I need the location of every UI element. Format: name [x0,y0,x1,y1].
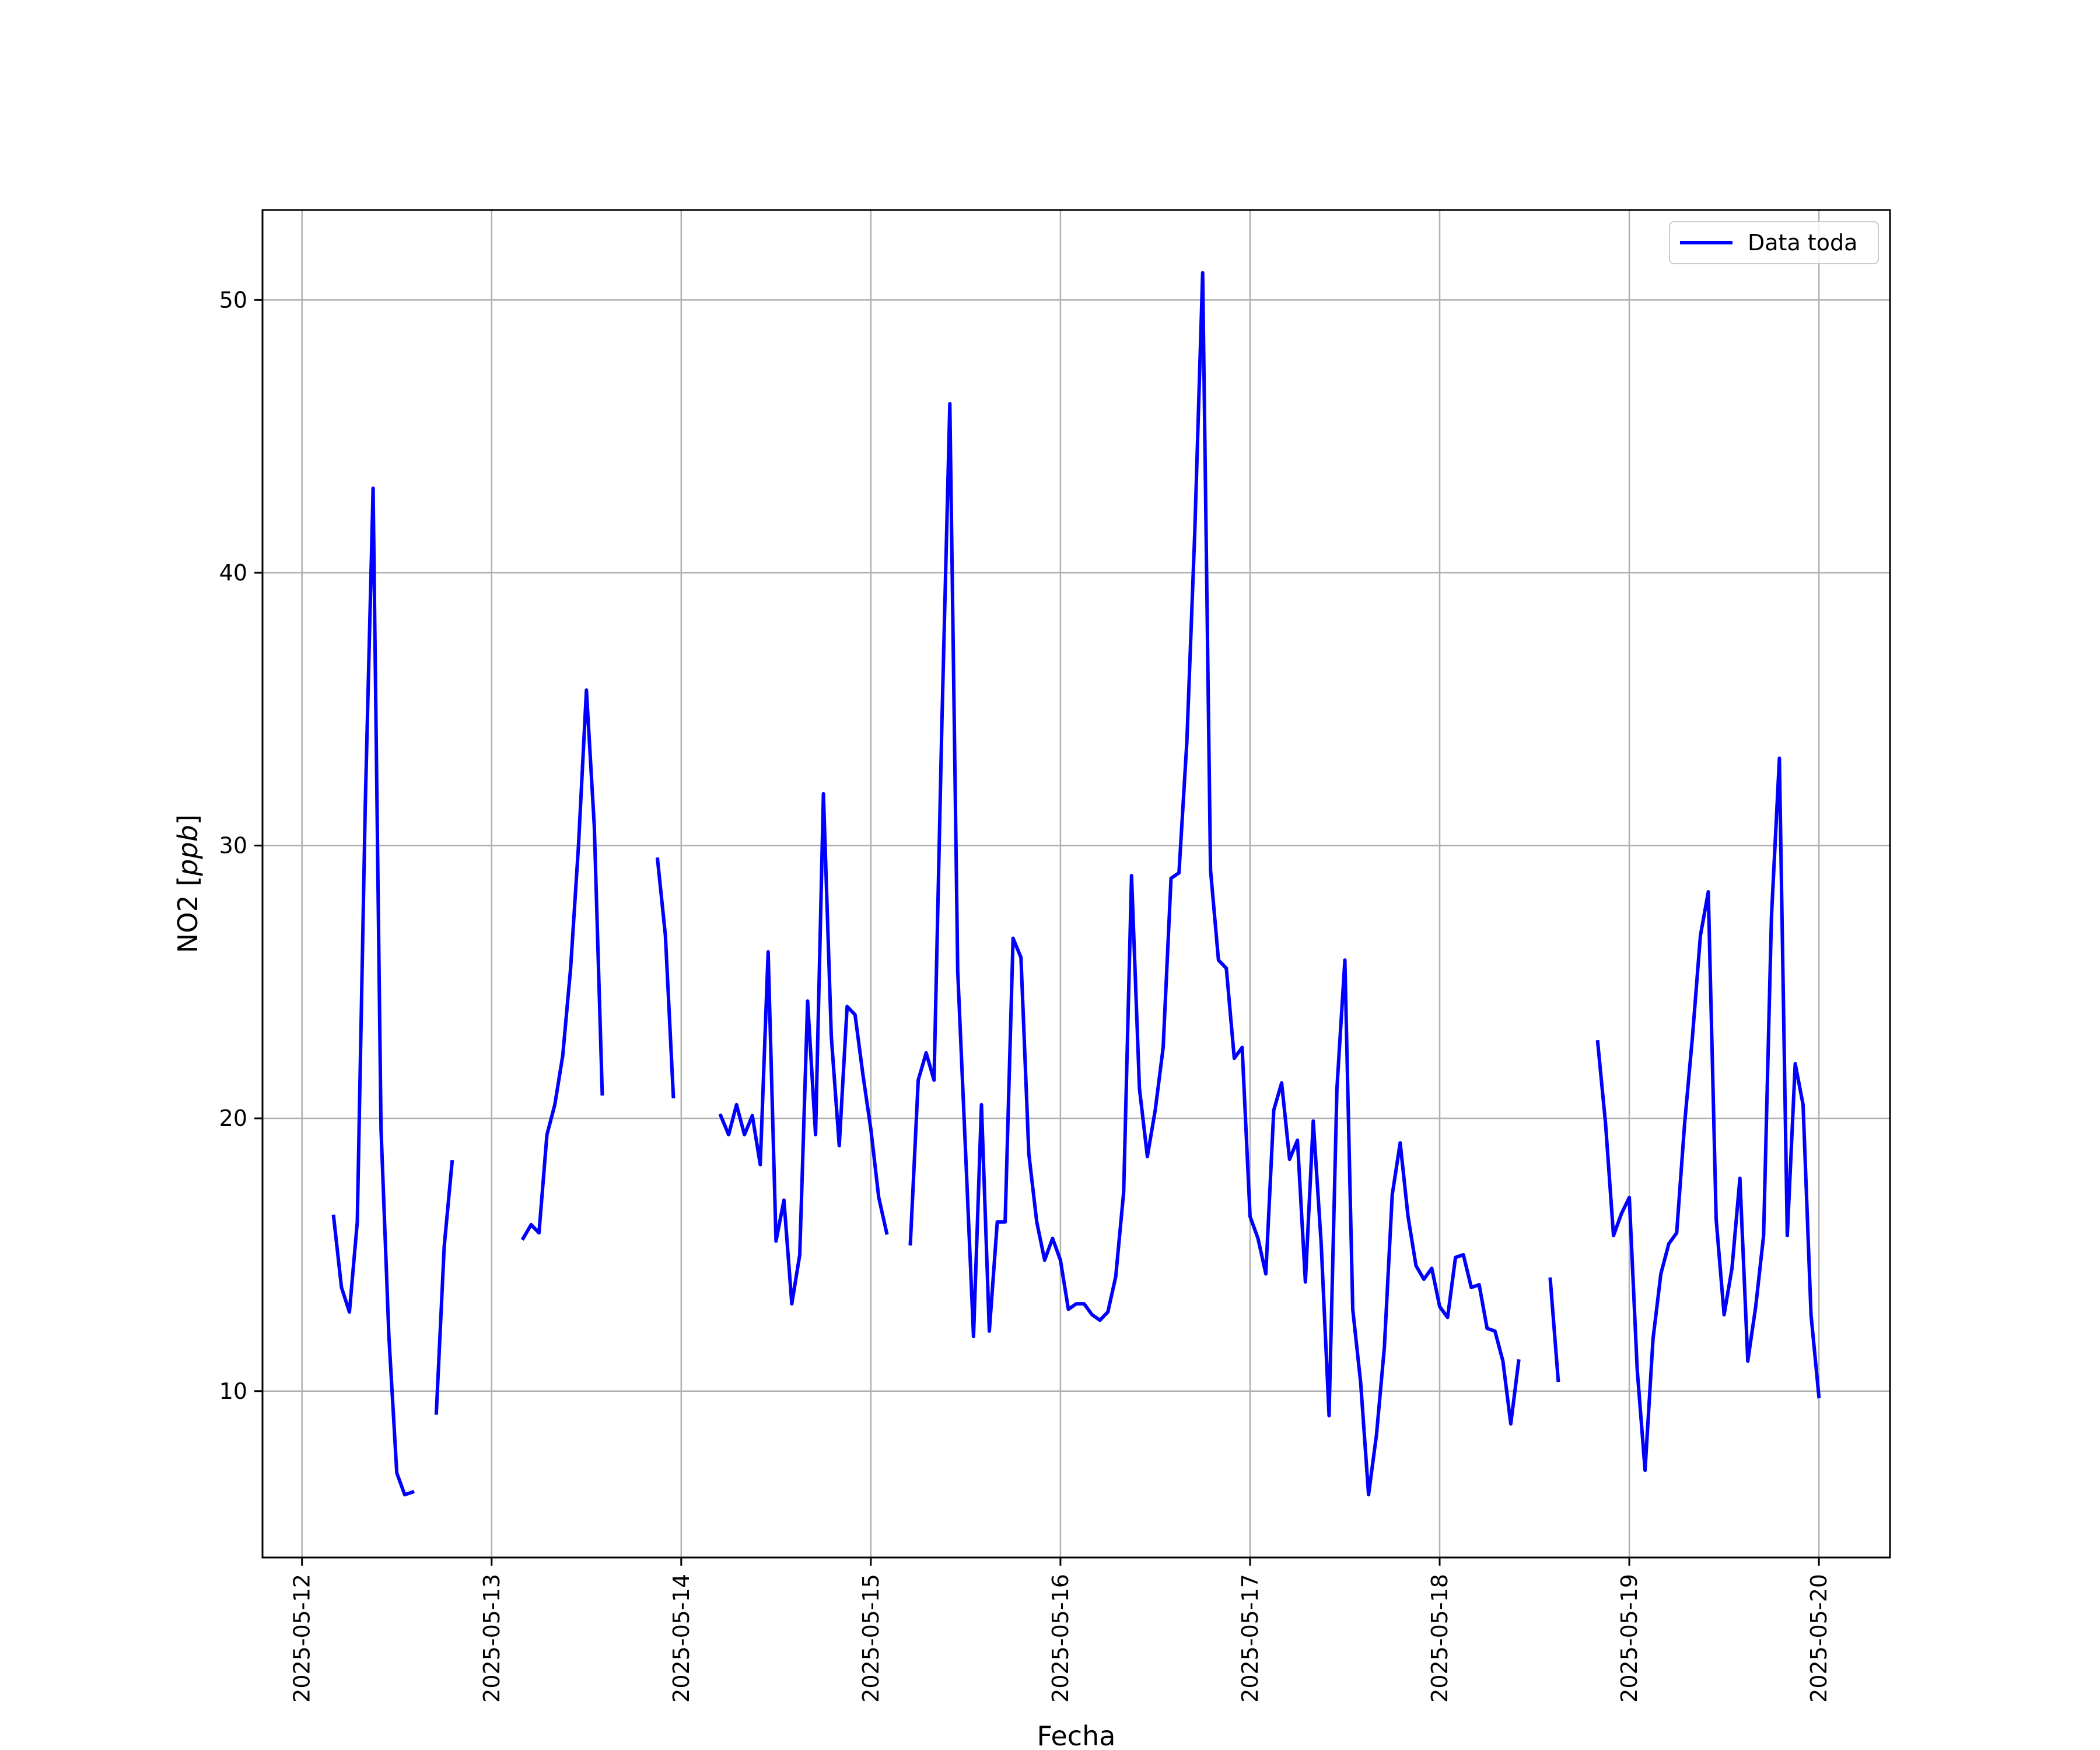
series-line-segment [908,271,1521,1497]
y-axis-label-name: NO2 [ [172,876,204,953]
x-tick-label: 2025-05-13 [479,1574,505,1703]
legend-box [1669,221,1879,264]
x-tick-label: 2025-05-17 [1237,1574,1263,1703]
x-tick-label: 2025-05-20 [1806,1574,1832,1703]
y-axis-ticks: 10 20 30 40 50 [219,287,262,1404]
series-line-segment [434,1160,454,1415]
legend: Data toda [1669,221,1879,264]
grid-lines [262,210,1890,1558]
x-tick-label: 2025-05-16 [1048,1574,1073,1703]
x-axis-ticks: 2025-05-12 2025-05-13 2025-05-14 2025-05-15… [289,1558,1832,1703]
y-tick-label: 10 [219,1378,247,1404]
x-axis-label: Fecha [1037,1720,1116,1750]
x-tick-label: 2025-05-18 [1427,1574,1452,1703]
y-axis-label-unit: ppb [172,825,204,877]
data-series-lines [331,271,1821,1497]
y-tick-label: 40 [219,560,247,586]
series-line-segment [1595,756,1821,1472]
series-line-segment [331,487,415,1497]
x-tick-label: 2025-05-15 [858,1574,884,1703]
y-tick-label: 20 [219,1105,247,1131]
legend-entry-label: Data toda [1748,230,1857,256]
x-tick-label: 2025-05-12 [289,1574,315,1703]
y-axis-label-close: ] [172,814,204,825]
series-line-segment [1548,1277,1560,1382]
plot-frame [261,209,1891,1559]
series-line-segment [655,857,676,1098]
y-tick-label: 30 [219,833,247,859]
x-tick-label: 2025-05-14 [668,1574,694,1703]
y-tick-label: 50 [219,287,247,313]
y-axis-label: NO2 [ppb] [172,814,204,953]
x-tick-label: 2025-05-19 [1616,1574,1642,1703]
series-line-segment [718,792,889,1306]
series-line-segment [520,688,604,1241]
